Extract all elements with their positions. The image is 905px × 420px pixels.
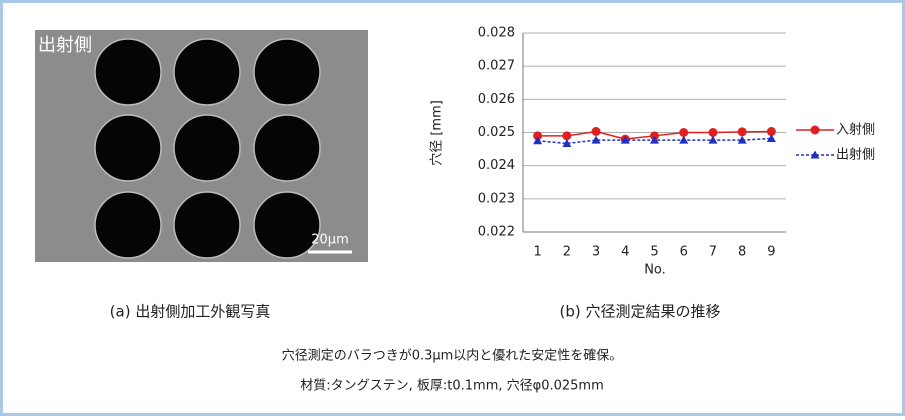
y-tick-label: 0.023 [478,191,515,206]
legend-marker [811,126,820,135]
x-tick-label: 9 [767,245,775,260]
note: 穴径測定のバラつきが0.3μm以内と優れた安定性を確保。 [282,348,623,364]
x-tick-label: 8 [738,245,746,260]
data-point [738,127,747,136]
micrograph: 出射側 20μm [35,30,368,262]
caption-a: (a) 出射側加工外観写真 [110,303,271,321]
figure: 出射側 20μm (a) 出射側加工外観写真 (b) 穴径測定結果の推移 穴径測… [0,0,905,416]
y-tick-label: 0.026 [478,92,515,107]
x-tick-label: 1 [533,245,541,260]
holes [95,39,320,258]
x-tick-label: 6 [680,245,688,260]
scale-bar-label: 20μm [311,233,348,248]
y-tick-label: 0.025 [478,125,515,140]
y-tick-label: 0.022 [478,225,515,240]
legend-label: 出射側 [836,147,875,163]
x-tick-label: 2 [563,245,571,260]
note: 材質:タングステン, 板厚:t0.1mm, 穴径φ0.025mm [300,379,604,394]
y-tick-label: 0.024 [478,158,515,173]
legend-label: 入射側 [836,122,875,138]
x-tick-label: 4 [621,245,629,260]
x-tick-label: 5 [650,245,658,260]
image-label: 出射側 [38,35,92,56]
caption-b: (b) 穴径測定結果の推移 [560,303,721,321]
y-axis-label: 穴径 [mm] [430,100,445,166]
x-tick-label: 7 [709,245,717,260]
x-axis-label: No. [644,263,666,278]
data-point [592,127,601,136]
y-tick-label: 0.027 [478,59,515,74]
y-tick-label: 0.028 [478,26,515,41]
x-tick-label: 3 [592,245,600,260]
